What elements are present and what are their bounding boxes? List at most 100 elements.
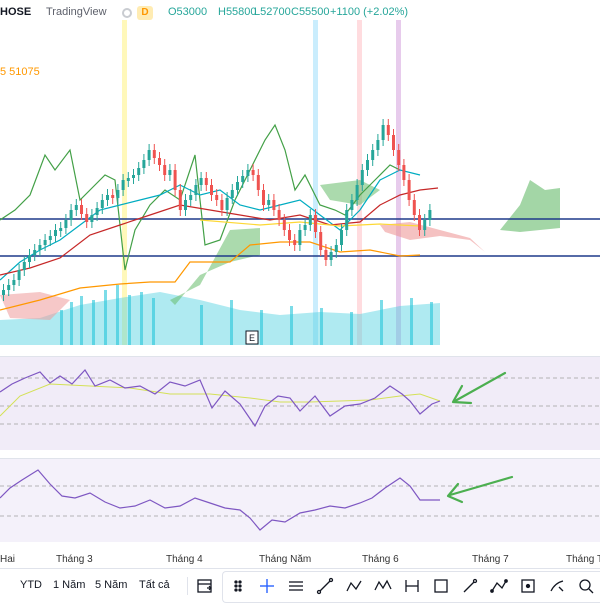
base-line [0, 187, 439, 276]
time-axis-label: Tháng 6 [362, 554, 399, 565]
range-all-button[interactable]: Tất cả [139, 579, 170, 591]
eye-icon[interactable] [122, 8, 132, 18]
ichimoku-cloud-green [170, 228, 260, 305]
candle-body [106, 195, 109, 200]
candle-body [215, 195, 219, 200]
candle-body [340, 230, 343, 245]
candle-body [402, 165, 406, 180]
ichimoku-cloud-future [500, 180, 560, 232]
abcd-pattern-icon[interactable] [343, 575, 365, 597]
candle-body [22, 262, 26, 270]
candle-body [90, 215, 94, 222]
symbol-label[interactable]: HOSE [0, 6, 32, 18]
candle-body [142, 160, 146, 168]
candle-body [64, 220, 68, 228]
candle-body [33, 250, 37, 255]
time-axis-label: Hai [0, 554, 16, 565]
candle-body [360, 170, 364, 185]
candle-body [324, 250, 328, 260]
change-value: +1100 (+2.02%) [330, 6, 409, 18]
moving-average-label: 5 51075 [0, 66, 40, 78]
candle-body [246, 170, 250, 176]
time-axis-label: Tháng 3 [56, 554, 93, 565]
candle-body [256, 175, 260, 190]
candle-body [334, 245, 338, 252]
oscillator-background [0, 356, 600, 450]
earnings-marker[interactable] [245, 330, 259, 345]
candle-body [158, 158, 161, 165]
candle-body [152, 150, 156, 158]
leading-span-line [199, 219, 421, 227]
ichimoku-cloud-red [0, 292, 70, 320]
candle-body [329, 252, 333, 260]
candle-body [277, 210, 281, 220]
candle-body [48, 236, 52, 240]
annotation-arrow[interactable] [451, 371, 507, 405]
oscillator-line [0, 369, 441, 428]
candle-body [74, 205, 78, 210]
candle-body [38, 245, 42, 250]
candle-body [163, 165, 167, 175]
signal-line [0, 383, 441, 417]
brush-icon[interactable] [546, 575, 568, 597]
horizontal-lines-icon[interactable] [285, 575, 307, 597]
nodes-icon[interactable] [488, 575, 510, 597]
candle-body [262, 190, 265, 205]
candle-body [116, 190, 120, 198]
interval-badge[interactable]: D [137, 6, 153, 20]
high-value: H55800 [218, 6, 257, 18]
candle-body [225, 198, 229, 210]
lagging-span-line [0, 123, 401, 271]
candle-body [111, 195, 115, 198]
range-1y-button[interactable]: 1 Năm [53, 579, 86, 591]
calendar-goto-icon[interactable] [194, 575, 216, 597]
drag-handle-icon[interactable] [227, 575, 249, 597]
candle-body [267, 200, 271, 205]
time-axis-label: Tháng Năm [259, 554, 312, 565]
magic-brush-icon[interactable] [459, 575, 481, 597]
annotation-arrow[interactable] [446, 475, 514, 504]
ichimoku-cloud-red [380, 222, 485, 252]
candle-body [428, 210, 432, 220]
date-range-icon[interactable] [401, 575, 423, 597]
xabcd-pattern-icon[interactable] [372, 575, 394, 597]
volume-area [0, 292, 440, 345]
candle-body [381, 125, 385, 140]
price-pane[interactable]: E [0, 0, 600, 350]
candle-body [303, 225, 307, 230]
candle-body [85, 214, 89, 222]
candle-body [298, 230, 302, 245]
candle-body [178, 190, 182, 210]
drawing-tools-bar [222, 571, 600, 603]
candle-body [12, 280, 16, 285]
candle-body [293, 240, 297, 245]
volume-bars [60, 285, 433, 345]
candle-body [189, 195, 193, 200]
moving-average-line [0, 241, 421, 311]
candle-body [241, 176, 245, 182]
candle-body [288, 230, 291, 240]
oscillator-background [0, 458, 600, 542]
candle-body [386, 125, 390, 135]
candle-body [126, 178, 130, 181]
crosshair-icon[interactable] [256, 575, 278, 597]
highlight-band [313, 20, 318, 345]
candle-body [80, 205, 83, 214]
candle-body [230, 190, 234, 198]
time-axis[interactable]: Hai Tháng 3 Tháng 4 Tháng Năm Tháng 6 Th… [0, 548, 600, 568]
candle-body [282, 220, 286, 230]
time-axis-label: Tháng 7 [472, 554, 509, 565]
candlesticks[interactable] [2, 119, 432, 301]
zoom-icon[interactable] [575, 575, 597, 597]
range-5y-button[interactable]: 5 Năm [95, 579, 128, 591]
oscillator-pane-2[interactable] [0, 458, 600, 542]
trend-line-icon[interactable] [314, 575, 336, 597]
chart-legend: HOSE TradingView D O53000 H55800 L52700 … [0, 0, 600, 26]
oscillator-pane-1[interactable] [0, 356, 600, 450]
anchor-icon[interactable] [517, 575, 539, 597]
candle-body [376, 140, 380, 150]
candle-body [204, 178, 208, 185]
range-ytd-button[interactable]: YTD [20, 579, 42, 591]
candle-body [28, 255, 31, 262]
rectangle-icon[interactable] [430, 575, 452, 597]
